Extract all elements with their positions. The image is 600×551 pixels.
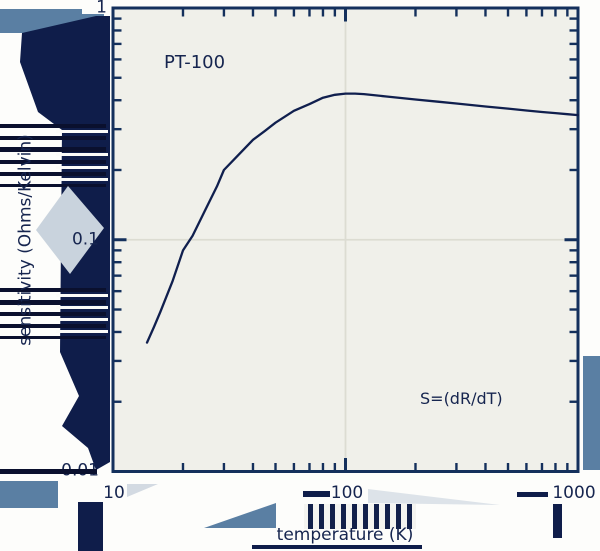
y-axis-label: sensitivity (Ohms/Kelvin) xyxy=(15,134,36,346)
x-tick-label-100: 100 xyxy=(330,483,364,503)
x-tick-label-1000: 1000 xyxy=(552,483,596,503)
x-tick-label-10: 10 xyxy=(103,483,125,503)
formula-annotation: S=(dR/dT) xyxy=(420,389,503,408)
plot-title: PT-100 xyxy=(164,52,226,73)
y-tick-label-1: 1 xyxy=(96,0,107,18)
sensitivity-curve xyxy=(145,92,580,344)
x-axis-label: temperature (K) xyxy=(276,525,414,545)
plot-area xyxy=(111,6,580,473)
y-tick-label-0.1: 0.1 xyxy=(71,229,99,250)
artifact-streak xyxy=(0,469,97,474)
